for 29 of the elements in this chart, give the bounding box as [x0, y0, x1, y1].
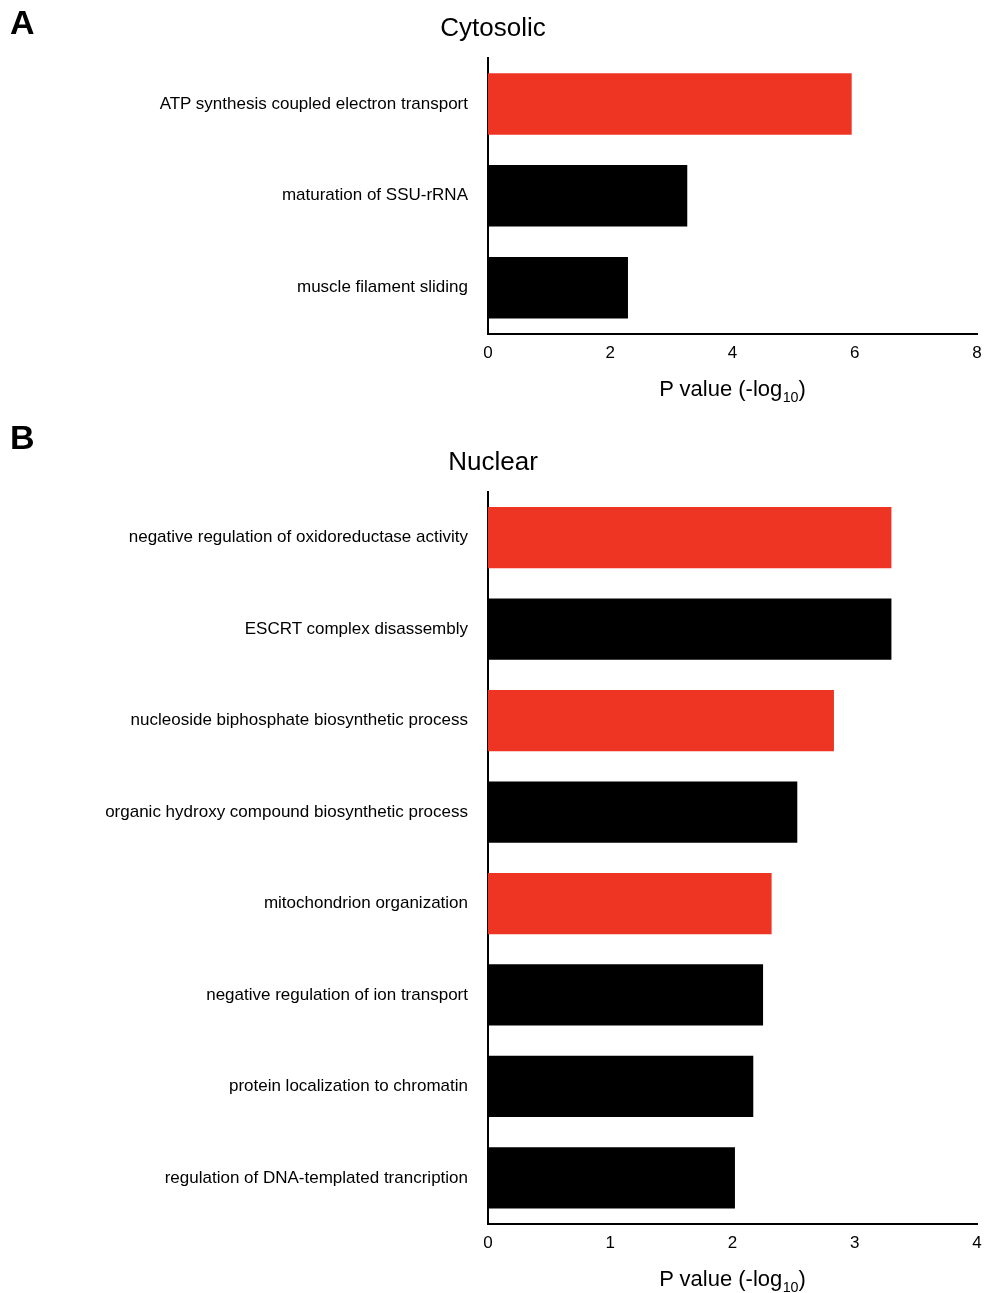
y-tick-label: negative regulation of oxidoreductase activity — [128, 527, 469, 547]
bar — [488, 689, 834, 752]
y-tick-label: maturation of SSU-rRNA — [281, 185, 469, 205]
x-tick-label: 8 — [972, 343, 982, 363]
text: B — [10, 418, 35, 457]
x-tick-label: 4 — [972, 1233, 982, 1253]
chart-title: Nuclear — [448, 446, 539, 476]
y-tick-label: protein localization to chromatin — [228, 1076, 468, 1096]
chart-title: Cytosolic — [440, 12, 546, 42]
x-tick-label: 3 — [850, 1233, 860, 1253]
x-tick-label: 0 — [483, 343, 493, 363]
x-tick-label: 0 — [483, 1233, 493, 1253]
y-tick-label: ATP synthesis coupled electron transport — [159, 93, 469, 113]
y-tick-label: negative regulation of ion transport — [206, 984, 469, 1004]
bar — [488, 872, 772, 935]
y-tick-label: nucleoside biphosphate biosynthetic process — [130, 710, 468, 730]
bar — [488, 507, 892, 569]
x-tick-label: 1 — [605, 1233, 615, 1253]
y-tick-label: muscle filament sliding — [296, 277, 468, 297]
y-tick-label: organic hydroxy compound biosynthetic process — [105, 801, 468, 821]
x-tick-label: 4 — [727, 343, 738, 363]
x-tick-label: 2 — [605, 343, 615, 363]
x-tick-label: 2 — [727, 1233, 738, 1253]
y-tick-label: ESCRT complex disassembly — [244, 618, 469, 638]
y-tick-label: mitochondrion organization — [263, 893, 468, 913]
y-tick-label: regulation of DNA-templated trancription — [164, 1167, 468, 1187]
text: A — [10, 3, 35, 42]
x-tick-label: 6 — [850, 343, 860, 363]
bar — [488, 73, 852, 135]
